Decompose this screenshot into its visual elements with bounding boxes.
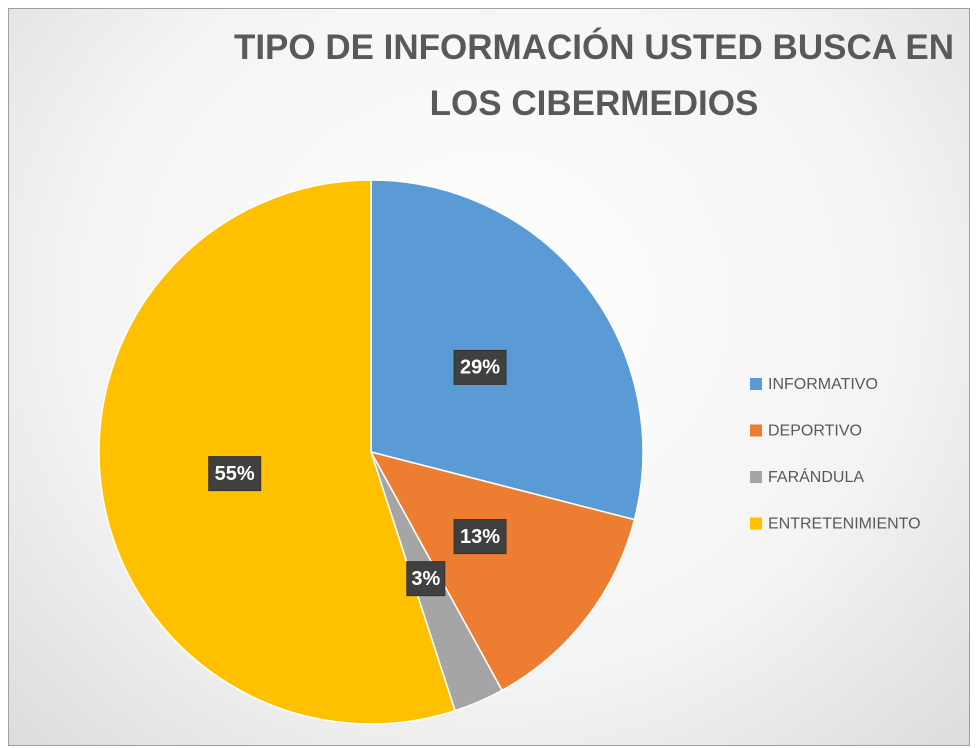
legend-label: ENTRETENIMIENTO: [768, 516, 921, 533]
legend-swatch: [750, 424, 762, 437]
data-label: 55%: [215, 463, 255, 485]
pie-slice: [98, 179, 456, 725]
legend-swatch: [750, 471, 762, 483]
pie-slice: [369, 450, 636, 692]
legend-swatch: [750, 378, 762, 390]
chart-title: TIPO DE INFORMACIÓN USTED BUSCA EN LOS C…: [233, 28, 955, 123]
data-label-box: [453, 519, 507, 555]
data-label: 29%: [460, 357, 500, 379]
data-label-box: [406, 561, 446, 597]
legend-label: DEPORTIVO: [768, 423, 862, 440]
legend-swatch: [750, 517, 762, 530]
data-label: 3%: [411, 568, 440, 590]
data-label-box: [208, 456, 262, 492]
data-label-box: [453, 349, 507, 385]
legend-label: INFORMATIVO: [768, 376, 878, 393]
pie-slice: [370, 179, 644, 521]
legend-label: FARÁNDULA: [768, 467, 864, 486]
data-label: 13%: [460, 526, 500, 548]
